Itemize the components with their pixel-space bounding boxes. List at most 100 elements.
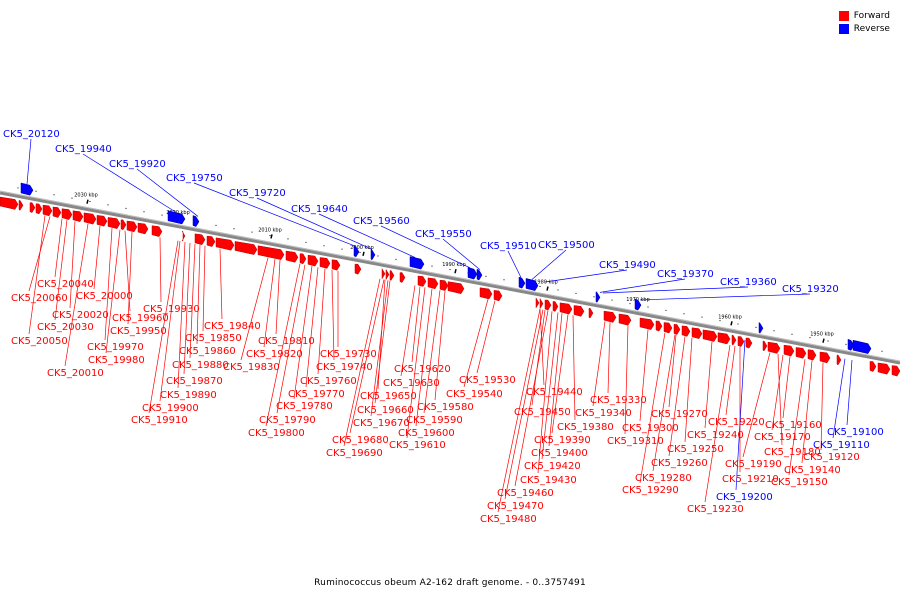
forward-gene-label: CK5_19770 xyxy=(288,389,345,400)
leader-line xyxy=(127,231,133,325)
leader-line xyxy=(64,223,89,367)
leader-line xyxy=(537,311,553,474)
forward-gene-glyph xyxy=(120,219,127,231)
leader-line xyxy=(507,250,522,278)
leader-line xyxy=(652,334,676,472)
leader-line xyxy=(159,237,162,303)
leader-line xyxy=(544,269,628,283)
reverse-gene-label: CK5_19560 xyxy=(353,216,410,227)
forward-gene-label: CK5_19430 xyxy=(520,475,577,486)
leader-line xyxy=(434,291,446,401)
leader-line xyxy=(219,248,223,320)
forward-gene-glyph xyxy=(691,327,703,339)
leader-line xyxy=(782,356,791,419)
reverse-swatch xyxy=(838,23,849,34)
forward-gene-label: CK5_19980 xyxy=(88,355,145,366)
forward-gene-glyph xyxy=(52,206,62,218)
forward-gene-glyph xyxy=(126,220,138,233)
leader-line xyxy=(735,339,746,491)
leader-line xyxy=(599,278,686,293)
forward-gene-label: CK5_19810 xyxy=(258,336,315,347)
leader-line xyxy=(28,215,46,335)
reverse-gene-label: CK5_19500 xyxy=(538,240,595,251)
leader-line xyxy=(240,257,269,361)
forward-gene-glyph xyxy=(539,297,544,310)
leader-line xyxy=(514,310,549,487)
forward-gene-glyph xyxy=(493,290,503,302)
reverse-gene-label: CK5_19360 xyxy=(720,277,777,288)
forward-gene-glyph xyxy=(544,299,552,311)
forward-gene-glyph xyxy=(603,310,617,323)
forward-gene-label: CK5_19530 xyxy=(459,375,516,386)
forward-gene-glyph xyxy=(767,341,781,354)
forward-gene-glyph xyxy=(299,253,307,265)
forward-gene-label: CK5_19300 xyxy=(622,423,679,434)
leader-line xyxy=(607,322,611,394)
reverse-gene-glyph xyxy=(370,248,376,261)
gene-glyphs xyxy=(0,182,900,377)
forward-swatch xyxy=(838,10,849,21)
forward-gene-label: CK5_19900 xyxy=(142,403,199,414)
leader-line xyxy=(592,321,606,407)
forward-gene-glyph xyxy=(573,305,585,317)
leader-line xyxy=(624,325,629,435)
leader-line xyxy=(93,225,101,290)
forward-gene-label: CK5_19800 xyxy=(248,428,305,439)
forward-gene-label: CK5_19860 xyxy=(179,346,236,357)
forward-gene-glyph xyxy=(385,268,390,281)
scale-label: 1980 kbp xyxy=(534,280,558,286)
forward-gene-label: CK5_19170 xyxy=(754,432,811,443)
forward-gene-glyph xyxy=(762,340,768,352)
forward-gene-glyph xyxy=(639,317,655,330)
leader-line xyxy=(54,219,68,321)
leader-line xyxy=(551,314,569,434)
forward-gene-glyph xyxy=(663,322,673,334)
forward-gene-label: CK5_19780 xyxy=(276,401,333,412)
forward-gene-label: CK5_19670 xyxy=(353,418,410,429)
reverse-gene-label: CK5_20120 xyxy=(3,129,60,140)
forward-gene-glyph xyxy=(151,225,163,237)
forward-gene-glyph xyxy=(234,241,258,255)
leader-line xyxy=(189,243,196,359)
leader-line xyxy=(54,218,63,278)
forward-gene-glyph xyxy=(618,313,632,326)
forward-gene-glyph xyxy=(35,203,43,215)
forward-gene-glyph xyxy=(588,307,594,319)
leader-line xyxy=(602,286,749,294)
forward-gene-label: CK5_19680 xyxy=(332,435,389,446)
forward-gene-label: CK5_19630 xyxy=(383,378,440,389)
reverse-gene-glyph xyxy=(847,338,855,351)
leader-line xyxy=(177,241,186,389)
leader-line xyxy=(504,309,544,500)
forward-gene-glyph xyxy=(877,362,891,375)
leader-line xyxy=(305,267,319,388)
leader-line xyxy=(771,354,784,431)
forward-gene-glyph xyxy=(552,301,559,312)
scale-major-tick xyxy=(822,338,825,343)
legend-forward-label: Forward xyxy=(853,10,890,21)
forward-gene-label: CK5_19580 xyxy=(417,402,474,413)
reverse-gene-label: CK5_19510 xyxy=(480,241,537,252)
scale-label: 2030 kbp xyxy=(74,193,98,199)
forward-gene-label: CK5_19190 xyxy=(725,459,782,470)
reverse-gene-label: CK5_19100 xyxy=(827,427,884,438)
forward-gene-label: CK5_19260 xyxy=(651,458,708,469)
forward-gene-label: CK5_19280 xyxy=(635,473,692,484)
forward-gene-glyph xyxy=(731,334,737,346)
forward-gene-label: CK5_19600 xyxy=(398,428,455,439)
leader-line xyxy=(349,279,385,434)
forward-gene-glyph xyxy=(72,210,84,222)
forward-gene-glyph xyxy=(61,208,73,220)
forward-gene-label: CK5_19950 xyxy=(110,326,167,337)
forward-gene-glyph xyxy=(257,245,285,260)
forward-gene-label: CK5_19690 xyxy=(326,448,383,459)
leader-line xyxy=(668,336,686,457)
forward-gene-glyph xyxy=(783,344,795,357)
leader-line xyxy=(531,309,546,406)
leader-line xyxy=(788,359,806,476)
leader-line xyxy=(82,153,177,213)
reverse-gene-glyph xyxy=(525,278,539,291)
forward-gene-glyph xyxy=(681,325,691,337)
reverse-gene-label: CK5_19550 xyxy=(415,229,472,240)
leader-line xyxy=(69,221,76,309)
